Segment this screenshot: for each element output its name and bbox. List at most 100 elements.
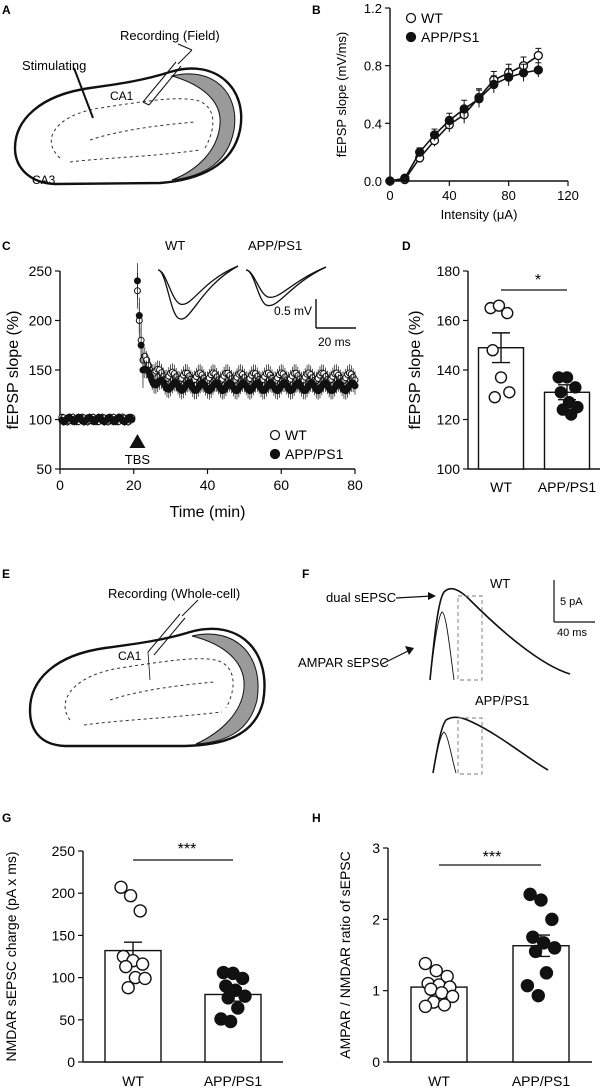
y-axis-label: fEPSP slope (%): [5, 311, 22, 430]
data-point: [137, 341, 145, 349]
data-point: [518, 68, 529, 78]
individual-point: [492, 299, 506, 312]
individual-point: [526, 930, 540, 944]
category-label-app: APP/PS1: [538, 479, 597, 495]
panel-letter-g: G: [2, 811, 11, 825]
data-point: [444, 115, 454, 126]
inset-traces-c: WT APP/PS1 0.5 mV 20 ms: [157, 238, 356, 349]
app-trace-small: [245, 266, 327, 298]
bar-app: [512, 945, 570, 1063]
chart-g-nmdar-charge: *** 0 50 100 150 200 250 NMDAR sEPSC charge (p…: [3, 841, 283, 1088]
hippocampal-slice-schematic-a: Recording (Field) Stimulating CA1 CA3: [13, 28, 243, 187]
individual-point: [135, 957, 150, 971]
tbs-label: TBS: [125, 452, 151, 467]
data-point: [135, 312, 143, 320]
y-tick-label: 100: [52, 970, 76, 986]
individual-point: [537, 936, 551, 950]
legend-label: WT: [285, 427, 307, 443]
y-tick-label: 0.8: [364, 59, 382, 74]
x-tick-label: 20: [126, 477, 142, 493]
x-tick-label: 40: [442, 188, 456, 203]
category-label-app: APP/PS1: [204, 1073, 263, 1088]
chart-c-ltp-time-course: WT APP/PS1 0.5 mV 20 ms 50100150200250fE…: [5, 238, 363, 521]
individual-point: [523, 887, 537, 902]
category-label-wt: WT: [122, 1073, 144, 1088]
ca3-label: CA3: [32, 173, 56, 187]
data-point: [400, 173, 410, 183]
individual-point: [231, 1001, 245, 1015]
y-axis-label: fEPSP slope (%): [407, 311, 424, 430]
app-ampar-trace: [432, 731, 457, 774]
x-tick-label: 80: [347, 477, 363, 493]
inset-wt-label: WT: [165, 238, 185, 253]
sepsc-traces-f: WT APP/PS1 dual sEPSC AMPAR sEPSC 5 pA 4…: [298, 576, 595, 775]
panel-letter-b: B: [312, 3, 321, 17]
data-point: [133, 277, 141, 285]
data-point: [385, 176, 395, 186]
significance-g: ***: [178, 841, 197, 858]
tbs-arrow: [129, 434, 146, 448]
data-point: [474, 94, 484, 104]
legend-label: WT: [421, 10, 443, 26]
data-point: [489, 79, 499, 90]
category-label-wt: WT: [490, 479, 512, 495]
x-tick-label: 0: [386, 188, 393, 203]
scale-ms-label-c: 20 ms: [318, 335, 351, 349]
y-tick-label: 200: [29, 313, 53, 329]
app-trace-large: [245, 266, 327, 307]
y-tick-label: 100: [29, 412, 53, 428]
legend-marker: [269, 448, 281, 460]
y-tick-label: 0: [372, 1054, 380, 1070]
y-tick-label: 250: [52, 843, 76, 859]
individual-point: [119, 959, 133, 974]
bar-wt: [477, 347, 525, 470]
individual-point: [539, 966, 554, 980]
individual-point: [501, 306, 514, 320]
x-tick-label: 40: [200, 477, 216, 493]
individual-point: [554, 386, 567, 399]
dual-sepsc-label: dual sEPSC: [326, 590, 396, 605]
category-label-app: APP/PS1: [512, 1073, 571, 1088]
individual-point: [437, 998, 452, 1012]
legend-marker: [269, 429, 281, 441]
individual-point: [488, 391, 501, 404]
wt-trace-small: [157, 265, 239, 305]
individual-point: [560, 371, 574, 384]
individual-point: [123, 889, 138, 903]
individual-point: [528, 944, 543, 959]
significance-d: *: [535, 272, 541, 289]
data-point: [415, 147, 425, 157]
chart-b-input-output: 0.0 0.4 0.8 1.2 fEPSP slope (mV/ms) 0 40 80 120 I…: [334, 1, 579, 222]
stimulating-label: Stimulating: [22, 58, 86, 73]
significance-h: ***: [483, 849, 502, 866]
y-tick-label: 2: [372, 911, 380, 927]
data-point: [351, 382, 359, 390]
panel-letter-a: A: [2, 3, 11, 17]
data-point: [128, 416, 136, 424]
legend-marker: [405, 12, 417, 24]
x-tick-label: 60: [273, 477, 289, 493]
individual-point: [445, 989, 460, 1004]
individual-point: [238, 989, 252, 1003]
y-tick-label: 3: [372, 840, 380, 856]
ampar-sepsc-label: AMPAR sEPSC: [298, 655, 389, 670]
traces-wt-label: WT: [490, 576, 510, 591]
individual-point: [138, 971, 152, 986]
y-tick-label: 50: [59, 1012, 75, 1028]
panel-letter-c: C: [2, 239, 11, 253]
y-tick-label: 180: [437, 263, 461, 279]
chart-d-ltp-bar: * 100 120 140 160 180 fEPSP slope (%) WT APP/PS…: [407, 263, 600, 495]
wt-ampar-trace: [429, 611, 455, 681]
individual-point: [503, 386, 516, 399]
y-tick-label: 0.4: [364, 116, 382, 131]
recording-pipette-e: [147, 599, 199, 681]
panel-letter-e: E: [2, 567, 10, 581]
y-tick-label: 120: [437, 412, 461, 428]
wt-dual-trace: [429, 587, 571, 681]
y-tick-label: 1: [372, 983, 380, 999]
data-point: [429, 130, 440, 140]
series-line-app: [389, 69, 539, 182]
panel-letter-h: H: [312, 811, 321, 825]
y-tick-label: 250: [29, 263, 53, 279]
individual-point: [534, 893, 548, 907]
